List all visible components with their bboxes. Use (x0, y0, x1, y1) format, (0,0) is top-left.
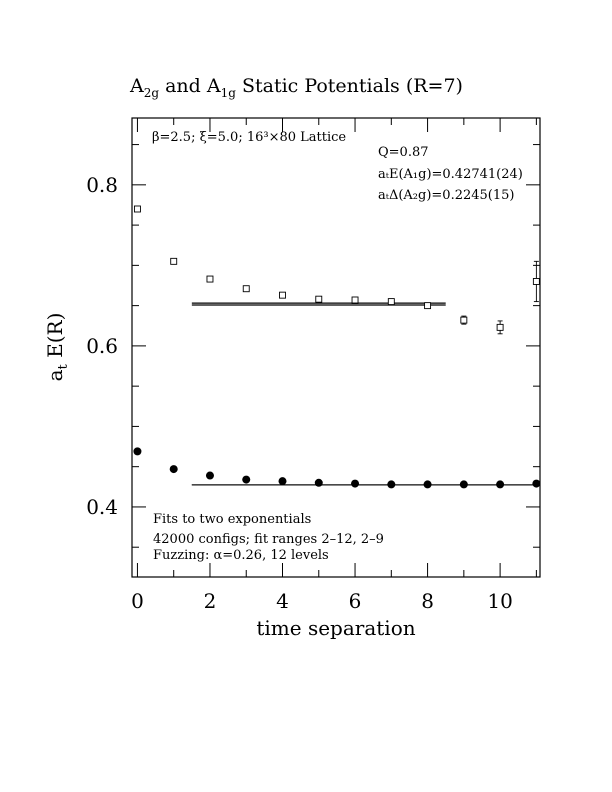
data-point-a1g (242, 475, 251, 484)
data-point-a1g (278, 477, 287, 486)
x-tick-label: 0 (131, 589, 144, 613)
data-point-a1g (205, 471, 214, 480)
data-point-a1g (133, 447, 142, 456)
y-tick-label: 0.4 (86, 495, 118, 519)
annotation-configs: 42000 configs; fit ranges 2–12, 2–9 (153, 532, 384, 547)
data-point-a1g (496, 480, 505, 489)
annotation-lattice: β=2.5; ξ=5.0; 16³×80 Lattice (152, 130, 346, 145)
data-point-a2g (496, 323, 504, 331)
annotation-fits: Fits to two exponentials (153, 512, 311, 527)
axis-tick-labels: 0 2 4 6 8 10 0.4 0.6 0.8 (86, 173, 513, 613)
data-point-a2g (532, 278, 540, 285)
series-a2g (133, 205, 540, 335)
y-tick-label: 0.6 (86, 334, 118, 358)
x-tick-label: 8 (421, 589, 434, 613)
plot-frame (131, 117, 541, 578)
data-point-a2g (387, 298, 395, 306)
data-point-a2g (242, 285, 250, 293)
data-point-a1g (423, 480, 432, 489)
data-point-a2g (424, 302, 432, 310)
data-point-a2g (460, 316, 468, 324)
x-tick-label: 6 (349, 589, 362, 613)
data-point-a1g (459, 480, 468, 489)
x-axis-label: time separation (256, 616, 415, 640)
axis-ticks (132, 118, 540, 577)
data-point-a1g (314, 478, 323, 487)
data-point-a2g (206, 275, 214, 283)
data-point-a1g (169, 465, 178, 474)
x-tick-label: 2 (204, 589, 217, 613)
fit-lines (191, 302, 540, 486)
chart-title: A2g and A1g Static Potentials (R=7) (129, 75, 463, 100)
data-point-a2g (279, 291, 286, 299)
data-point-a2g (170, 257, 178, 265)
y-axis-label: at E(R) (43, 313, 71, 382)
data-point-a1g (532, 479, 541, 488)
x-tick-label: 10 (487, 589, 512, 613)
series-a1g (133, 447, 541, 489)
x-tick-label: 4 (276, 589, 289, 613)
data-point-a2g (351, 296, 359, 304)
annotation-fuzzing: Fuzzing: α=0.26, 12 levels (153, 548, 329, 563)
data-point-a2g (315, 295, 323, 303)
data-point-a1g (351, 479, 360, 488)
annotation-delta-a2g: aₜΔ(A₂g)=0.2245(15) (378, 188, 514, 203)
y-tick-label: 0.8 (86, 173, 118, 197)
data-point-a2g (133, 205, 141, 213)
annotation-e-a1g: aₜE(A₁g)=0.42741(24) (378, 167, 523, 182)
data-point-a1g (387, 480, 396, 489)
annotation-q: Q=0.87 (378, 145, 429, 160)
